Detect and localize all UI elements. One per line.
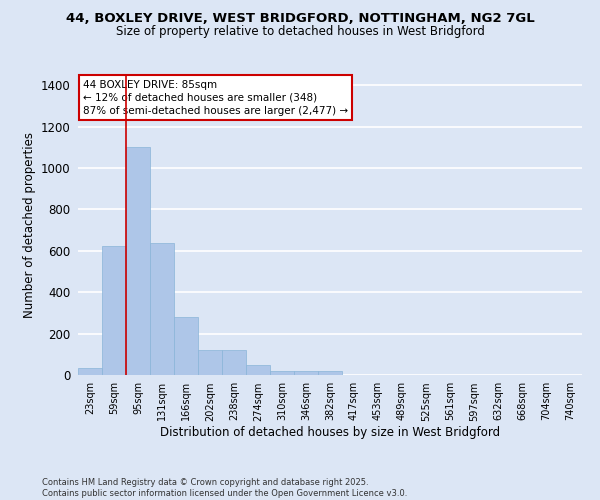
Text: 44 BOXLEY DRIVE: 85sqm
← 12% of detached houses are smaller (348)
87% of semi-de: 44 BOXLEY DRIVE: 85sqm ← 12% of detached… xyxy=(83,80,348,116)
Bar xyxy=(222,350,246,375)
Bar xyxy=(150,242,174,375)
Bar xyxy=(126,148,150,375)
Bar xyxy=(102,246,126,375)
Bar xyxy=(246,364,270,375)
X-axis label: Distribution of detached houses by size in West Bridgford: Distribution of detached houses by size … xyxy=(160,426,500,440)
Bar xyxy=(294,371,318,375)
Bar xyxy=(78,368,102,375)
Bar xyxy=(270,371,294,375)
Text: Size of property relative to detached houses in West Bridgford: Size of property relative to detached ho… xyxy=(116,25,484,38)
Text: 44, BOXLEY DRIVE, WEST BRIDGFORD, NOTTINGHAM, NG2 7GL: 44, BOXLEY DRIVE, WEST BRIDGFORD, NOTTIN… xyxy=(65,12,535,26)
Y-axis label: Number of detached properties: Number of detached properties xyxy=(23,132,37,318)
Bar xyxy=(318,371,342,375)
Bar xyxy=(174,317,198,375)
Text: Contains HM Land Registry data © Crown copyright and database right 2025.
Contai: Contains HM Land Registry data © Crown c… xyxy=(42,478,407,498)
Bar xyxy=(198,350,222,375)
